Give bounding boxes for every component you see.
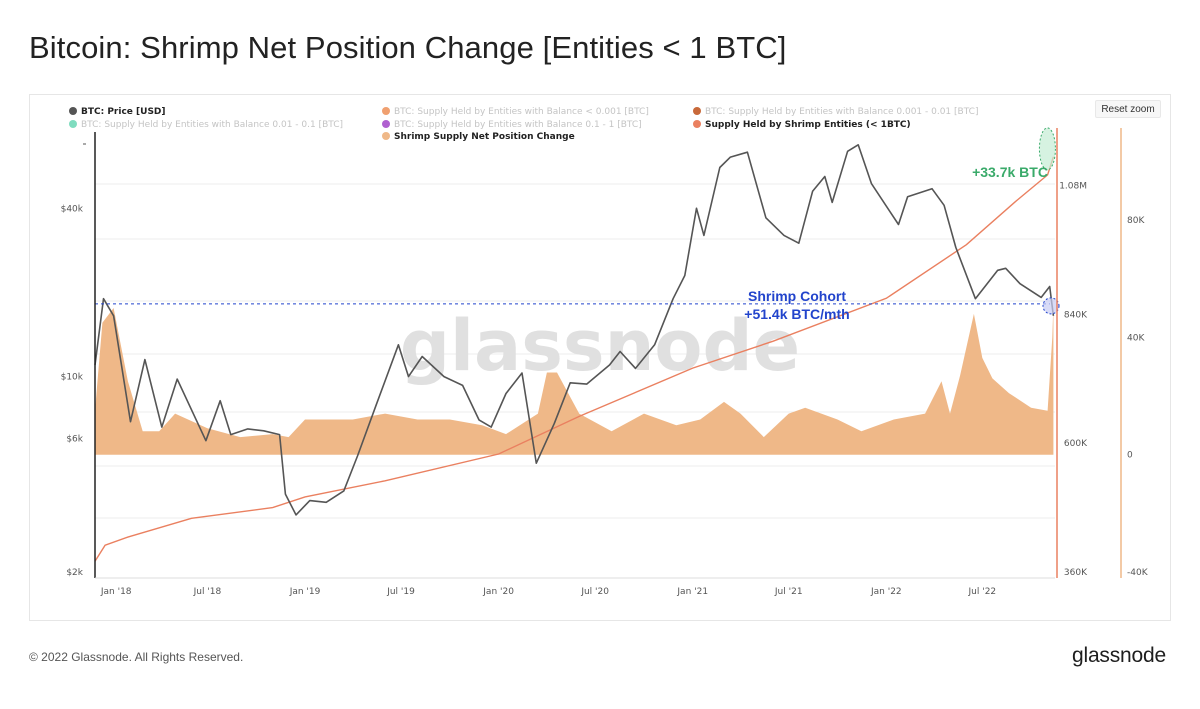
legend-item[interactable]: BTC: Supply Held by Entities with Balanc… [382,119,642,131]
legend-item[interactable]: Supply Held by Shrimp Entities (< 1BTC) [693,119,911,131]
net-change-tick-label: -40K [1127,568,1149,578]
legend-item[interactable]: BTC: Price [USD] [69,106,166,118]
footer-logo: glassnode [1072,644,1166,667]
x-tick-label: Jul '21 [774,587,803,597]
x-tick-label: Jul '20 [580,587,609,597]
net-change-tick-label: 0 [1127,451,1133,461]
x-tick-label: Jul '18 [193,587,222,597]
supply-tick-label: 840K [1064,310,1088,320]
supply-change-marker [1038,127,1056,171]
legend-label: Supply Held by Shrimp Entities (< 1BTC) [705,120,911,130]
legend-label: Shrimp Supply Net Position Change [394,132,575,142]
supply-tick-label: 1.08M [1059,182,1087,192]
legend-label: BTC: Price [USD] [81,107,166,117]
price-tick-label: $10k [61,373,84,383]
legend-dot-icon [693,107,701,115]
price-tick-label: $40k [61,204,84,214]
legend-label: BTC: Supply Held by Entities with Balanc… [394,107,649,117]
legend-label: BTC: Supply Held by Entities with Balanc… [81,120,344,130]
legend-dot-icon [382,107,390,115]
legend-item[interactable]: BTC: Supply Held by Entities with Balanc… [69,119,343,131]
legend-label: BTC: Supply Held by Entities with Balanc… [705,107,979,117]
watermark: glassnode [400,305,800,387]
x-tick-label: Jan '19 [289,587,321,597]
reference-marker [1042,297,1060,315]
supply-tick-label: 600K [1064,439,1088,449]
annotation-green: +33.7k BTC [972,164,1048,180]
reset-zoom-button[interactable]: Reset zoom [1095,100,1161,118]
price-tick-label: $6k [66,435,83,445]
x-tick-label: Jan '21 [676,587,708,597]
price-tick-label: $2k [66,568,83,578]
legend-dot-icon [382,132,390,140]
annotation-blue-line2: +51.4k BTC/mth [744,306,849,322]
footer-copyright: © 2022 Glassnode. All Rights Reserved. [29,650,244,664]
legend-item[interactable]: Shrimp Supply Net Position Change [382,131,575,143]
supply-tick-label: 360K [1064,568,1088,578]
annotation-blue-line1: Shrimp Cohort [748,288,846,304]
legend-dot-icon [693,120,701,128]
x-tick-label: Jan '22 [870,587,902,597]
chart-frame [29,94,1171,621]
x-tick-label: Jan '18 [100,587,132,597]
net-change-tick-label: 40K [1127,333,1145,343]
legend-label: BTC: Supply Held by Entities with Balanc… [394,120,642,130]
series-shrimp-supply-line [94,156,1055,562]
net-change-tick-label: 80K [1127,216,1145,226]
x-tick-label: Jul '22 [968,587,997,597]
legend-item[interactable]: BTC: Supply Held by Entities with Balanc… [382,106,649,118]
x-tick-label: Jan '20 [482,587,514,597]
legend-item[interactable]: BTC: Supply Held by Entities with Balanc… [693,106,978,118]
series-net-position-change-area [95,303,1054,455]
page-title: Bitcoin: Shrimp Net Position Change [Ent… [29,30,787,65]
legend-dot-icon [69,107,77,115]
x-tick-label: Jul '19 [386,587,415,597]
series-price-line [94,144,1055,516]
legend-dot-icon [69,120,77,128]
legend-dot-icon [382,120,390,128]
